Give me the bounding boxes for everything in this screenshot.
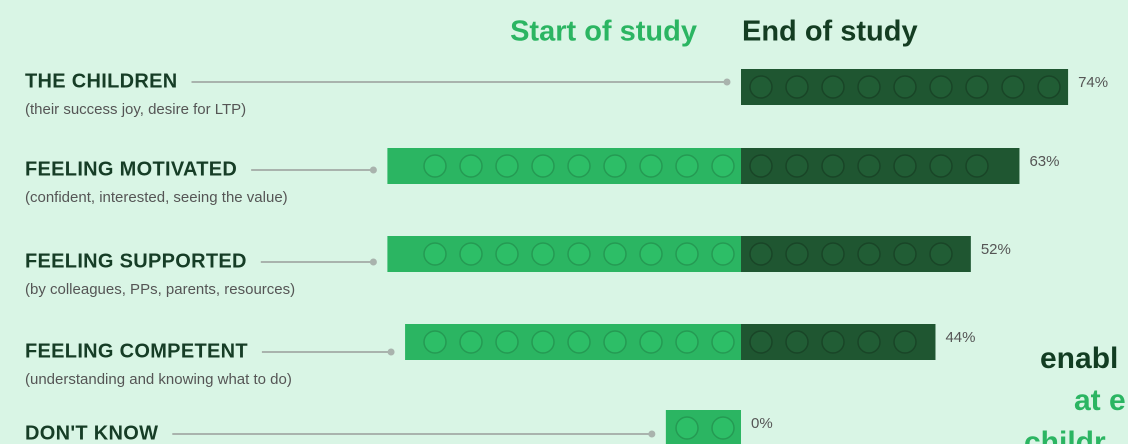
stud <box>459 330 483 354</box>
category-label: FEELING COMPETENT <box>25 340 248 362</box>
stud <box>893 75 917 99</box>
stud <box>965 75 989 99</box>
stud <box>711 416 735 440</box>
category-subtitle: (understanding and knowing what to do) <box>25 371 292 388</box>
category-label: FEELING SUPPORTED <box>25 250 247 272</box>
stud <box>423 242 447 266</box>
category-subtitle: (their success joy, desire for LTP) <box>25 101 246 118</box>
annotation: enabl <box>1040 342 1118 375</box>
stud <box>495 330 519 354</box>
stud <box>567 154 591 178</box>
stud <box>495 154 519 178</box>
stud <box>567 330 591 354</box>
stud <box>675 330 699 354</box>
annotation: at e <box>1074 384 1126 417</box>
stud <box>749 75 773 99</box>
stud <box>785 154 809 178</box>
stud <box>423 330 447 354</box>
stud <box>639 242 663 266</box>
stud <box>893 154 917 178</box>
stud <box>531 154 555 178</box>
legend-end: End of study <box>742 16 918 48</box>
stud <box>423 154 447 178</box>
stud <box>785 242 809 266</box>
stud <box>675 242 699 266</box>
stud <box>459 154 483 178</box>
stud <box>821 75 845 99</box>
stud <box>929 242 953 266</box>
stud <box>603 242 627 266</box>
stud <box>603 330 627 354</box>
connector-dot <box>648 430 656 438</box>
connector-dot <box>387 348 395 356</box>
stud <box>857 242 881 266</box>
stud <box>711 330 735 354</box>
stud <box>749 330 773 354</box>
stud <box>749 242 773 266</box>
stud <box>857 75 881 99</box>
stud <box>857 330 881 354</box>
category-label: FEELING MOTIVATED <box>25 158 237 180</box>
stud <box>711 154 735 178</box>
stud <box>893 330 917 354</box>
value-label: 44% <box>945 329 975 346</box>
connector-dot <box>723 78 731 86</box>
stud <box>675 416 699 440</box>
annotation: childr <box>1024 426 1106 444</box>
stud <box>531 242 555 266</box>
stud <box>965 154 989 178</box>
stud <box>495 242 519 266</box>
stud <box>857 154 881 178</box>
stud <box>639 330 663 354</box>
stud <box>929 75 953 99</box>
stud <box>675 154 699 178</box>
value-label: 0% <box>751 415 773 432</box>
category-label: DON'T KNOW <box>25 422 158 444</box>
stud <box>785 75 809 99</box>
stud <box>821 242 845 266</box>
value-label: 74% <box>1078 74 1108 91</box>
stud <box>1037 75 1061 99</box>
stud <box>531 330 555 354</box>
stud <box>749 154 773 178</box>
category-subtitle: (by colleagues, PPs, parents, resources) <box>25 281 295 298</box>
stud <box>785 330 809 354</box>
stud <box>821 330 845 354</box>
stud <box>1001 75 1025 99</box>
stud <box>459 242 483 266</box>
connector-dot <box>369 166 377 174</box>
category-subtitle: (confident, interested, seeing the value… <box>25 189 288 206</box>
value-label: 63% <box>1029 153 1059 170</box>
stud <box>603 154 627 178</box>
stud <box>893 242 917 266</box>
stud <box>821 154 845 178</box>
value-label: 52% <box>981 241 1011 258</box>
category-label: THE CHILDREN <box>25 70 178 92</box>
legend-start: Start of study <box>510 16 697 48</box>
connector-dot <box>369 258 377 266</box>
stud <box>639 154 663 178</box>
stud <box>711 242 735 266</box>
stud <box>567 242 591 266</box>
stud <box>929 154 953 178</box>
